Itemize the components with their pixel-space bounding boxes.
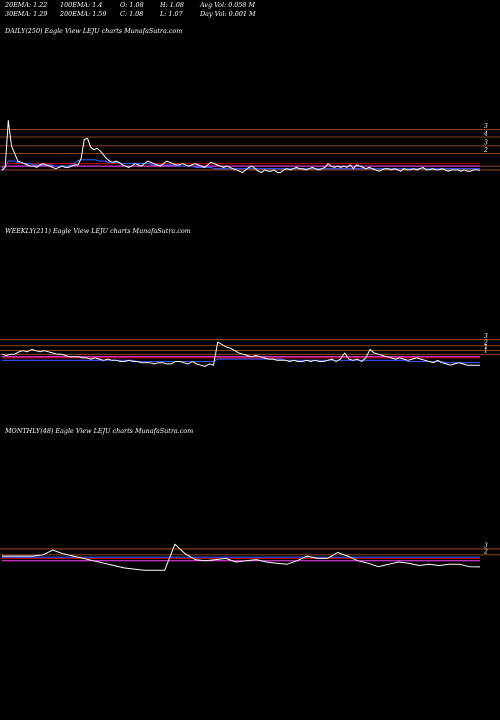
open-label: O: 1.08 [120, 1, 144, 9]
price-line [1, 341, 481, 367]
price-line [2, 543, 481, 571]
close-label: C: 1.08 [120, 10, 144, 18]
level-label: 1 [484, 348, 488, 355]
ema-short-line [2, 358, 480, 364]
ema-short-line [1, 159, 480, 172]
day-volume-label: Day Vol: 0.001 M [200, 10, 256, 18]
level-label: 1 [484, 344, 488, 351]
ema20-label: 20EMA: 1.22 [5, 1, 48, 9]
level-label: 3 [484, 139, 488, 146]
level-label: 3 [484, 333, 488, 340]
monthly-chart: 32 [0, 542, 500, 571]
monthly-panel-title: MONTHLY(48) Eagle View LEJU charts Munaf… [5, 427, 194, 435]
high-label: H: 1.08 [160, 1, 184, 9]
avg-volume-label: Avg Vol: 0.058 M [200, 1, 256, 9]
level-label: 2 [483, 548, 488, 555]
weekly-panel-title: WEEKLY(211) Eagle View LEJU charts Munaf… [5, 227, 191, 235]
ema-mid-line [1, 165, 480, 168]
level-label: 4 [483, 131, 488, 138]
daily-panel-title: DAILY(250) Eagle View LEJU charts Munafa… [5, 27, 183, 35]
level-label: 2 [483, 147, 488, 154]
level-label: 3 [484, 542, 488, 549]
price-line [1, 120, 481, 173]
ema100-label: 100EMA: 1.4 [60, 1, 103, 9]
level-label: 3 [484, 123, 488, 130]
ema30-label: 30EMA: 1.29 [5, 10, 48, 18]
low-label: L: 1.07 [160, 10, 183, 18]
level-label: 2 [483, 339, 488, 346]
ema200-label: 200EMA: 1.59 [60, 10, 107, 18]
